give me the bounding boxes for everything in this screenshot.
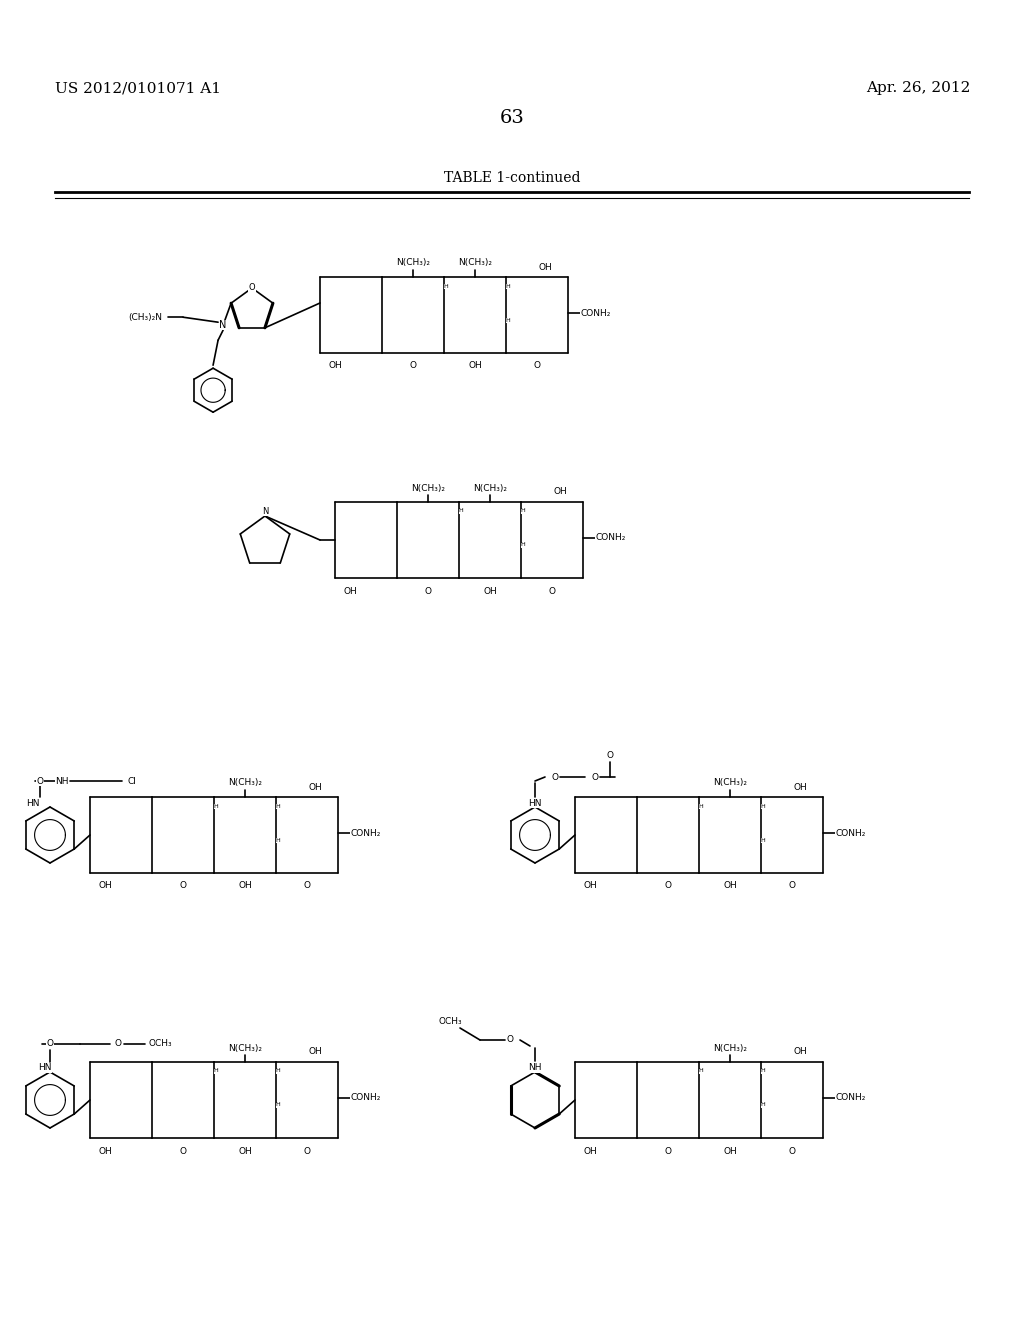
Text: OCH₃: OCH₃ — [438, 1018, 462, 1027]
Text: O: O — [249, 284, 255, 293]
Text: H: H — [698, 1068, 703, 1073]
Text: O: O — [303, 882, 310, 891]
Text: N(CH₃)₂: N(CH₃)₂ — [713, 779, 746, 788]
Text: O: O — [665, 1147, 672, 1155]
Text: H: H — [520, 543, 525, 548]
Text: H: H — [761, 804, 765, 808]
Text: O: O — [115, 1040, 122, 1048]
Text: H: H — [761, 837, 765, 842]
Text: TABLE 1-continued: TABLE 1-continued — [443, 172, 581, 185]
Text: O: O — [303, 1147, 310, 1155]
Text: OH: OH — [308, 1048, 322, 1056]
Text: O: O — [788, 1147, 796, 1155]
Text: O: O — [179, 882, 186, 891]
Text: H: H — [459, 508, 464, 513]
Text: OH: OH — [239, 882, 252, 891]
Text: O: O — [665, 882, 672, 891]
Text: O: O — [37, 776, 43, 785]
Text: Cl: Cl — [128, 776, 136, 785]
Text: OH: OH — [98, 1147, 113, 1155]
Text: (CH₃)₂N: (CH₃)₂N — [128, 313, 162, 322]
Text: H: H — [761, 1102, 765, 1107]
Text: 63: 63 — [500, 110, 524, 127]
Text: O: O — [179, 1147, 186, 1155]
Text: CONH₂: CONH₂ — [836, 829, 866, 837]
Text: N: N — [219, 321, 226, 330]
Text: H: H — [214, 804, 218, 808]
Text: OH: OH — [723, 882, 737, 891]
Text: US 2012/0101071 A1: US 2012/0101071 A1 — [55, 81, 221, 95]
Text: O: O — [534, 362, 541, 371]
Text: N(CH₃)₂: N(CH₃)₂ — [228, 779, 262, 788]
Text: OH: OH — [98, 882, 113, 891]
Text: OH: OH — [794, 1048, 807, 1056]
Text: CONH₂: CONH₂ — [351, 829, 381, 837]
Text: H: H — [520, 508, 525, 513]
Text: OH: OH — [483, 586, 497, 595]
Text: OH: OH — [344, 586, 357, 595]
Text: N(CH₃)₂: N(CH₃)₂ — [713, 1044, 746, 1052]
Text: H: H — [275, 837, 281, 842]
Text: Apr. 26, 2012: Apr. 26, 2012 — [865, 81, 970, 95]
Text: HN: HN — [27, 799, 40, 808]
Text: O: O — [549, 586, 555, 595]
Text: OH: OH — [539, 263, 552, 272]
Text: H: H — [698, 804, 703, 808]
Text: H: H — [761, 1068, 765, 1073]
Text: O: O — [552, 772, 558, 781]
Text: O: O — [425, 586, 431, 595]
Text: O: O — [46, 1040, 53, 1048]
Text: OH: OH — [584, 882, 597, 891]
Text: HN: HN — [528, 799, 542, 808]
Text: O: O — [592, 772, 598, 781]
Text: O: O — [788, 882, 796, 891]
Text: N(CH₃)₂: N(CH₃)₂ — [396, 259, 430, 268]
Text: OH: OH — [794, 783, 807, 792]
Text: OH: OH — [308, 783, 322, 792]
Text: CONH₂: CONH₂ — [596, 533, 627, 543]
Text: CONH₂: CONH₂ — [351, 1093, 381, 1102]
Text: OH: OH — [329, 362, 342, 371]
Text: H: H — [275, 1102, 281, 1107]
Text: OH: OH — [553, 487, 567, 496]
Text: O: O — [410, 362, 417, 371]
Text: N(CH₃)₂: N(CH₃)₂ — [473, 483, 507, 492]
Text: CONH₂: CONH₂ — [581, 309, 611, 318]
Text: N(CH₃)₂: N(CH₃)₂ — [411, 483, 445, 492]
Text: N: N — [262, 507, 268, 516]
Text: H: H — [275, 804, 281, 808]
Text: OH: OH — [468, 362, 482, 371]
Text: OH: OH — [723, 1147, 737, 1155]
Text: O: O — [606, 751, 613, 759]
Text: H: H — [214, 1068, 218, 1073]
Text: NH: NH — [55, 776, 69, 785]
Text: CONH₂: CONH₂ — [836, 1093, 866, 1102]
Text: H: H — [275, 1068, 281, 1073]
Text: N(CH₃)₂: N(CH₃)₂ — [228, 1044, 262, 1052]
Text: OCH₃: OCH₃ — [148, 1040, 172, 1048]
Text: NH: NH — [528, 1064, 542, 1072]
Text: OH: OH — [584, 1147, 597, 1155]
Text: H: H — [443, 284, 449, 289]
Text: O: O — [507, 1035, 513, 1044]
Text: H: H — [506, 284, 510, 289]
Text: H: H — [506, 318, 510, 322]
Text: OH: OH — [239, 1147, 252, 1155]
Text: N(CH₃)₂: N(CH₃)₂ — [458, 259, 492, 268]
Text: HN: HN — [38, 1064, 52, 1072]
